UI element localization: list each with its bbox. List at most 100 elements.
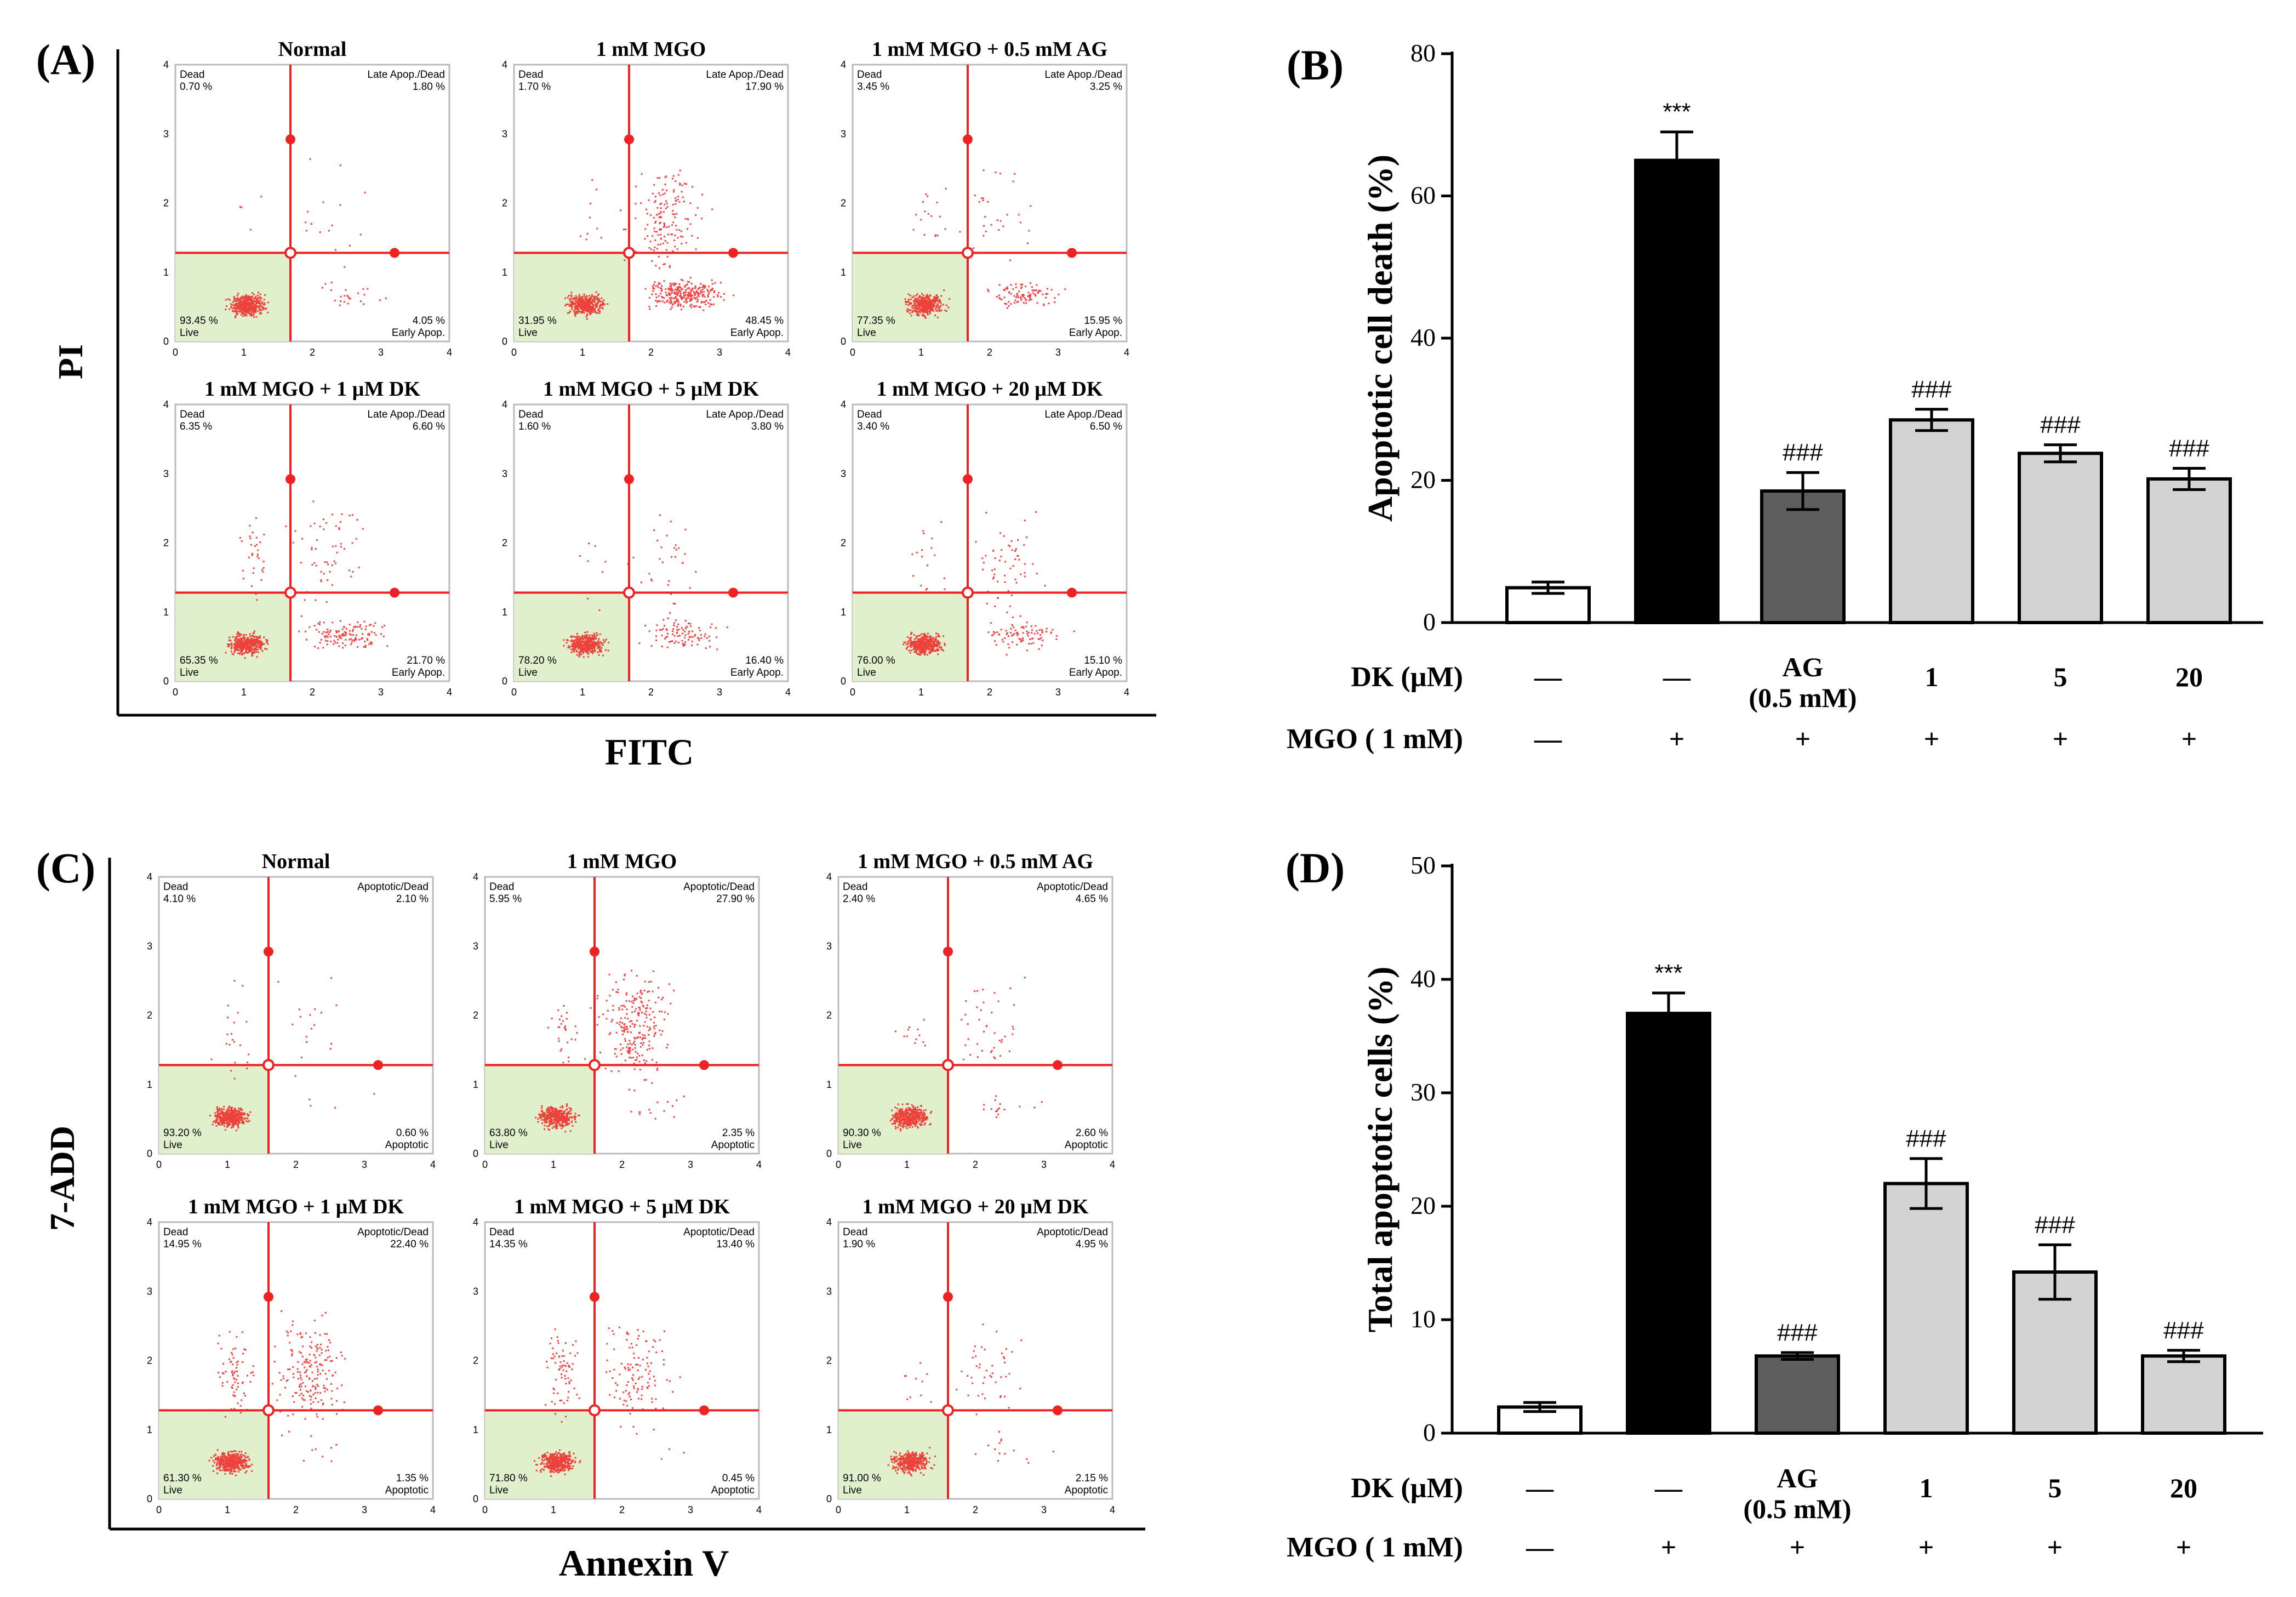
mgo-label: + [1669, 723, 1685, 754]
significance-label: ### [2035, 1211, 2075, 1238]
y-tick-label: 4 [502, 59, 507, 70]
mgo-label: — [1534, 723, 1562, 754]
plot-title: 1 mM MGO + 0.5 mM AG [858, 850, 1093, 873]
quadrant-label-live: Live [518, 667, 538, 678]
dk-label: (0.5 mM) [1743, 1493, 1851, 1524]
quadrant-center-handle [284, 586, 296, 599]
scatter-points [225, 158, 387, 318]
x-tick-label: 0 [836, 1159, 841, 1170]
x-tick-label: 1 [580, 347, 585, 358]
x-tick-label: 4 [447, 687, 452, 698]
row-label-dk: DK (µM) [1351, 661, 1463, 693]
quadrant-label-dead: Dead [518, 69, 543, 81]
quadrant-label-lower-right: Apoptotic [1065, 1139, 1108, 1151]
quadrant-handle-top [624, 134, 634, 145]
dk-label: 20 [2170, 1473, 2197, 1503]
y-tick-label: 1 [502, 267, 507, 278]
quadrant-label-lower-right: Apoptotic [1065, 1485, 1108, 1496]
quadrant-label-lower-right: Early Apop. [730, 327, 784, 339]
quadrant-handle-right [390, 248, 399, 258]
y-tick-label: 20 [1410, 1191, 1436, 1219]
y-tick-label: 3 [826, 940, 832, 951]
y-tick-label: 1 [163, 607, 169, 618]
y-tick-label: 0 [826, 1148, 832, 1159]
y-tick-label: 3 [147, 940, 152, 951]
y-tick-label: 3 [473, 940, 478, 951]
y-tick-label: 1 [841, 607, 846, 618]
x-tick-label: 4 [1124, 687, 1129, 698]
x-tick-label: 4 [1110, 1504, 1115, 1515]
y-tick-label: 0 [841, 336, 846, 347]
y-tick-label: 3 [841, 468, 846, 479]
quadrant-label-upper-right: Late Apop./Dead [1044, 69, 1122, 81]
x-tick-label: 2 [973, 1504, 978, 1515]
x-tick-label: 2 [648, 687, 654, 698]
dk-label: 20 [2175, 661, 2203, 692]
x-tick-label: 2 [293, 1504, 299, 1515]
dk-label: AG [1777, 1463, 1818, 1493]
quadrant-value-lower-right: 2.60 % [1076, 1127, 1108, 1139]
significance-label: ### [1783, 439, 1823, 466]
y-tick-label: 0 [473, 1148, 478, 1159]
mgo-label: + [1918, 1532, 1934, 1562]
y-tick-label: 0 [841, 676, 846, 687]
x-tick-label: 1 [241, 687, 247, 698]
y-tick-label: 3 [502, 128, 507, 139]
quadrant-center-handle [942, 1059, 954, 1071]
live-quadrant [838, 1065, 948, 1154]
significance-label: ### [1911, 376, 1952, 403]
y-tick-label: 2 [147, 1010, 152, 1021]
bar-2 [1755, 1354, 1840, 1435]
y-tick-label: 20 [1410, 466, 1436, 494]
bar-1 [1634, 158, 1720, 624]
quadrant-value-live: 65.35 % [180, 655, 218, 666]
y-tick-label: 1 [147, 1424, 152, 1435]
x-tick-label: 3 [362, 1504, 367, 1515]
live-quadrant [485, 1410, 595, 1499]
mgo-label: + [2181, 723, 2197, 754]
flow-top-ylabel: PI [51, 344, 90, 379]
y-tick-label: 10 [1410, 1305, 1436, 1333]
quadrant-handle-right [373, 1405, 383, 1416]
x-tick-label: 1 [904, 1159, 910, 1170]
quadrant-handle-right [728, 248, 738, 258]
y-tick-label: 0 [473, 1493, 478, 1504]
flow-bottom-xlabel: Annexin V [559, 1542, 729, 1584]
y-tick-label: 2 [826, 1010, 832, 1021]
scatter-points [564, 169, 735, 320]
quadrant-label-lower-right: Apoptotic [711, 1485, 755, 1496]
y-tick-label: 2 [163, 538, 169, 549]
flow-bottom-ylabel: 7-ADD [43, 1126, 82, 1231]
scatter-points [887, 1324, 1054, 1476]
y-tick-label: 2 [147, 1355, 152, 1366]
panel-label-b: (B) [1287, 41, 1344, 89]
y-tick-label: 1 [473, 1424, 478, 1435]
quadrant-label-lower-right: Early Apop. [392, 327, 445, 339]
quadrant-handle-top [264, 1292, 273, 1302]
y-tick-label: 2 [826, 1355, 832, 1366]
y-tick-label: 80 [1410, 39, 1436, 67]
x-tick-label: 3 [717, 347, 722, 358]
mgo-label: + [2047, 1532, 2063, 1562]
y-tick-label: 3 [841, 128, 846, 139]
row-label-dk: DK (µM) [1351, 1473, 1463, 1504]
bar-chart-d: 0 10 20 30 40 50 — — *** — + ### AG(0.5 mM) + ### 1 + ###… [1287, 851, 2263, 1563]
quadrant-value-upper-right: 6.50 % [1090, 421, 1122, 432]
x-tick-label: 2 [987, 347, 992, 358]
x-tick-label: 0 [156, 1159, 162, 1170]
quadrant-label-live: Live [843, 1139, 862, 1151]
y-tick-label: 0 [826, 1493, 832, 1504]
quadrant-center-handle [942, 1404, 954, 1417]
bar-5 [2146, 477, 2232, 625]
x-tick-label: 3 [688, 1159, 693, 1170]
quadrant-center-handle [284, 247, 296, 259]
x-tick-label: 0 [511, 687, 517, 698]
quadrant-label-lower-right: Early Apop. [1069, 327, 1122, 339]
significance-label: *** [1663, 99, 1690, 126]
